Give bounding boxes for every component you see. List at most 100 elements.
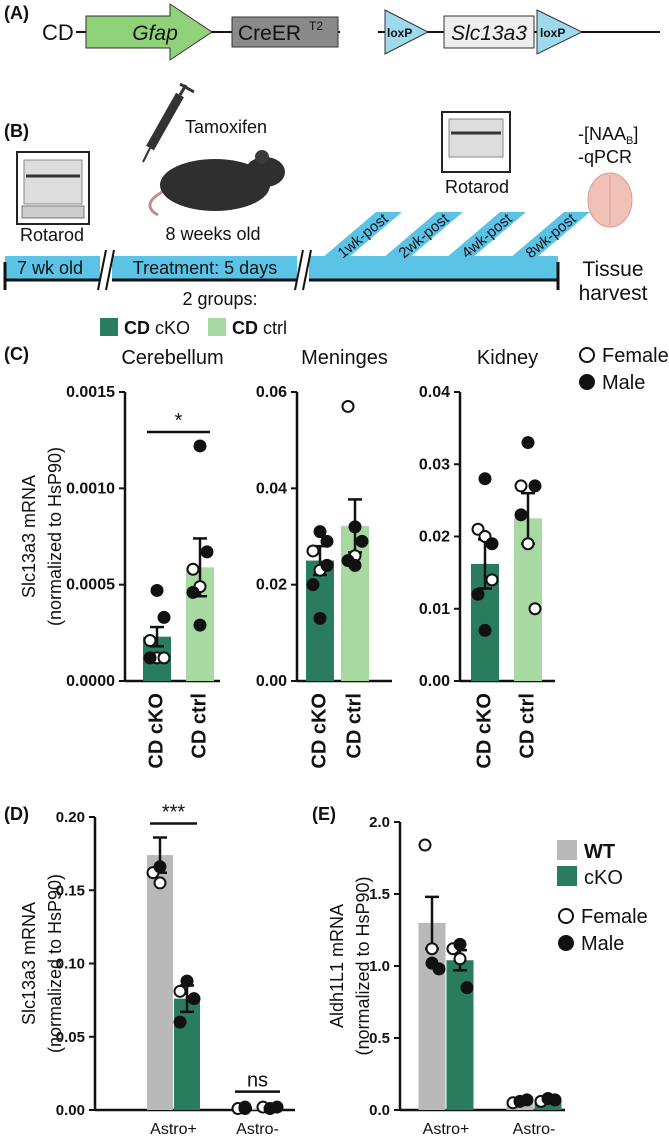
bar — [174, 998, 200, 1110]
male-point — [460, 981, 474, 995]
legend-marker — [579, 374, 595, 390]
x-tick-label: CD cKO — [145, 693, 167, 769]
bar — [147, 855, 173, 1110]
male-point — [306, 578, 320, 592]
male-point — [313, 525, 327, 539]
male-point — [348, 558, 362, 572]
male-point — [173, 1015, 187, 1029]
driver-box — [231, 16, 339, 48]
panel-label: (A) — [4, 3, 29, 23]
x-tick-label: CD cKO — [473, 693, 495, 769]
prefix: CD — [42, 20, 74, 45]
y-tick-label: 0.5 — [369, 1030, 390, 1047]
lox: loxP — [540, 26, 565, 40]
female-point — [306, 544, 320, 558]
x-tick-label: CD ctrl — [516, 693, 538, 759]
female-point — [453, 952, 467, 966]
female-point — [521, 537, 535, 551]
female-point — [341, 399, 355, 413]
timepoint-label: 4wk-post — [459, 210, 517, 262]
male-point — [528, 479, 542, 493]
y-axis-label: (normalized to HsP90) — [45, 874, 65, 1053]
chart-title: Kidney — [477, 347, 538, 369]
lox: loxP — [387, 26, 412, 40]
y-tick-label: 0.20 — [56, 809, 85, 826]
driver-sup: T2 — [309, 19, 323, 33]
y-tick-label: 0.0000 — [66, 673, 115, 690]
y-tick-label: 0.00 — [56, 1102, 85, 1119]
y-tick-label: 0.04 — [419, 384, 450, 401]
timepoint-label: 2wk-post — [396, 210, 454, 262]
x-tick-label: Astro- — [513, 1121, 556, 1138]
male-point — [193, 618, 207, 632]
male-point — [485, 537, 499, 551]
panel-label: (E) — [312, 804, 336, 824]
legend-swatch — [557, 840, 577, 860]
rotarod-label: Rotarod — [20, 225, 84, 245]
legend-label: WT — [584, 841, 615, 863]
y-tick-label: 0.0005 — [66, 577, 115, 594]
y-tick-label: 2.0 — [369, 814, 390, 831]
male-point — [193, 439, 207, 453]
rotarod-icon — [441, 111, 511, 173]
y-tick-label: 1.0 — [369, 958, 390, 975]
x-tick-label: Astro- — [236, 1121, 279, 1138]
mouse-icon — [148, 150, 285, 217]
y-axis-label: (normalized to HsP90) — [353, 876, 373, 1055]
brain-icon — [587, 172, 633, 228]
male-point — [157, 610, 171, 624]
male-point — [453, 937, 467, 951]
female-point — [514, 479, 528, 493]
female-point — [186, 562, 200, 576]
male-point — [186, 585, 200, 599]
driver: CreER — [238, 22, 301, 45]
y-axis-label: (normalized to HsP90) — [45, 447, 65, 626]
y-tick-label: 0.03 — [419, 456, 450, 473]
lox-triangle — [384, 9, 430, 55]
male-point — [320, 534, 334, 548]
male-point — [200, 545, 214, 559]
male-point — [432, 962, 446, 976]
legend-bold: CD — [232, 318, 258, 338]
x-tick-label: CD cKO — [308, 693, 330, 769]
rotarod-label: Rotarod — [445, 177, 509, 197]
legend-label: Male — [581, 933, 624, 955]
timepoint-flag — [383, 212, 463, 258]
chart-title: Cerebellum — [121, 347, 223, 369]
gene-box — [443, 15, 535, 49]
gene: Slc13a3 — [451, 22, 527, 45]
legend-bold: CD — [124, 318, 150, 338]
syringe-icon — [142, 82, 195, 163]
y-tick-label: 0.02 — [419, 529, 450, 546]
y-tick-label: 0.01 — [419, 601, 450, 618]
timeline-bar — [5, 256, 558, 280]
female-point — [143, 634, 157, 648]
panel-label: (D) — [4, 804, 29, 824]
panel-label: (B) — [4, 121, 29, 141]
male-point — [153, 860, 167, 874]
legend-label: Female — [581, 906, 648, 928]
drug: Tamoxifen — [185, 117, 267, 137]
male-point — [150, 583, 164, 597]
legend-label: Female — [602, 345, 669, 367]
female-point — [425, 942, 439, 956]
male-point — [320, 558, 334, 572]
timeline-label: Treatment: 5 days — [133, 258, 277, 278]
male-point — [520, 1093, 534, 1107]
y-tick-label: 0.06 — [256, 384, 287, 401]
promoter: Gfap — [132, 22, 178, 45]
legend-marker — [558, 935, 574, 951]
male-point — [521, 436, 535, 450]
y-tick-label: 0.0015 — [66, 384, 115, 401]
legend-label: Male — [602, 372, 645, 394]
female-point — [153, 876, 167, 890]
timepoint-flag — [446, 212, 526, 258]
harvest: harvest — [579, 282, 648, 305]
male-point — [143, 651, 157, 665]
age: 8 weeks old — [165, 224, 260, 244]
male-point — [355, 534, 369, 548]
female-point — [528, 602, 542, 616]
male-point — [313, 611, 327, 625]
male-point — [238, 1102, 252, 1116]
y-tick-label: 1.5 — [369, 886, 390, 903]
